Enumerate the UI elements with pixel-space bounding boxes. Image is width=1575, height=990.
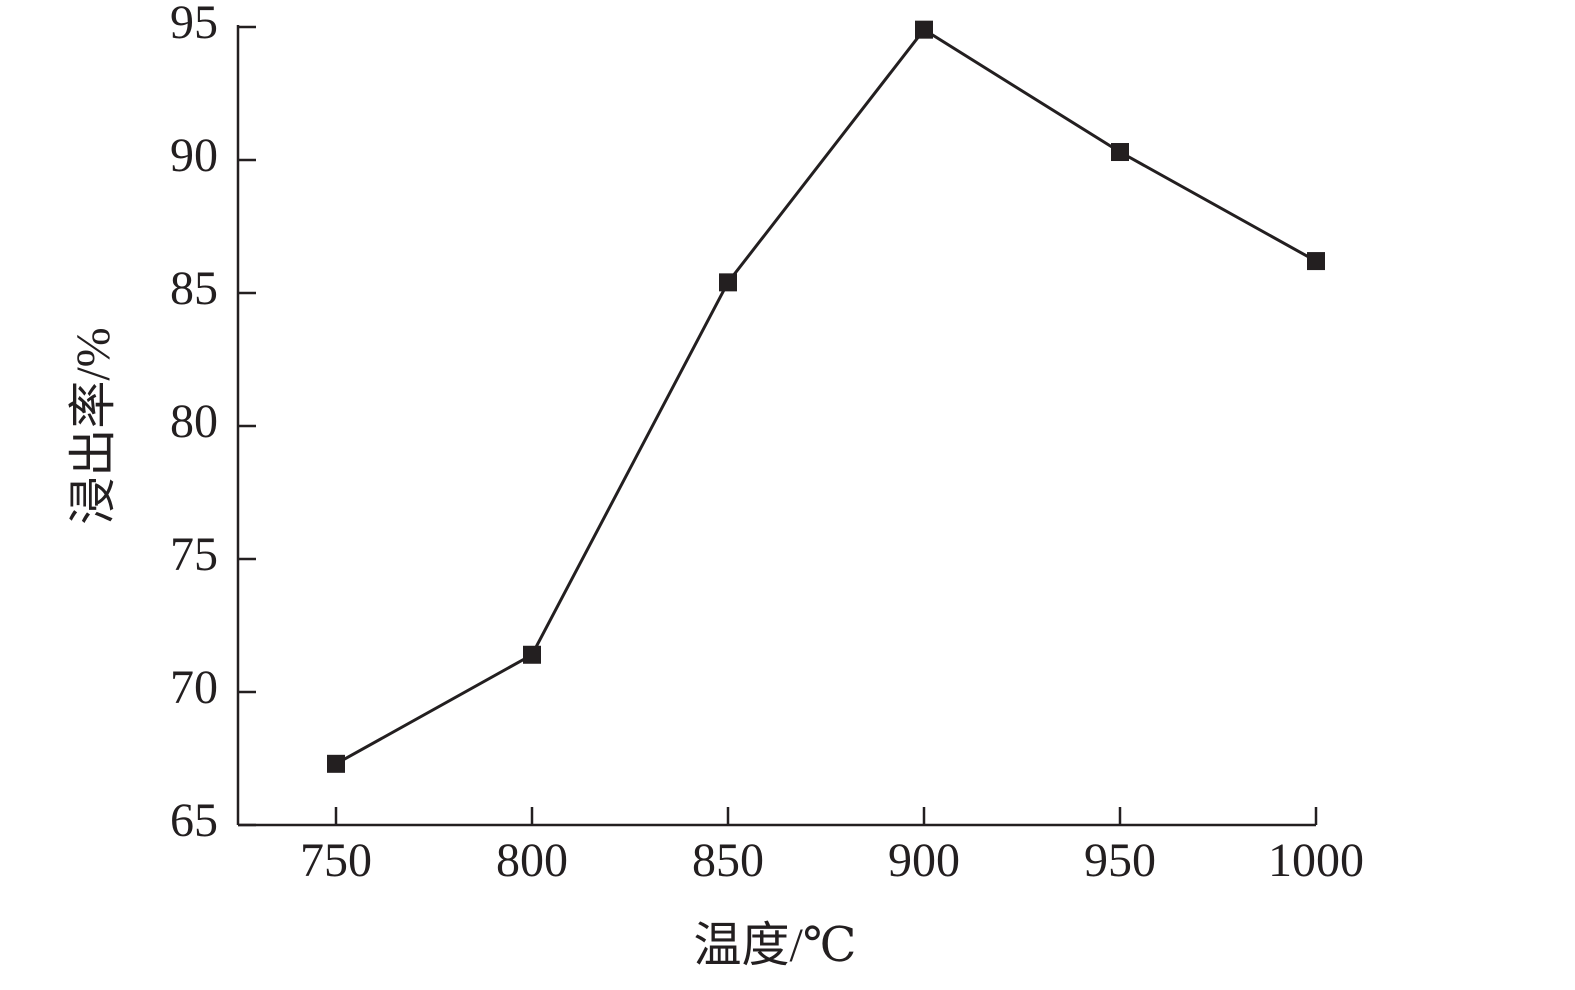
data-point <box>719 273 737 292</box>
x-tick-label: 800 <box>496 834 568 887</box>
x-tick-label: 1000 <box>1268 834 1364 887</box>
x-axis-label: 温度/℃ <box>693 919 856 972</box>
data-point <box>1111 143 1129 162</box>
y-tick-label: 90 <box>170 129 218 182</box>
x-tick-label: 750 <box>300 834 372 887</box>
x-tick-label: 900 <box>888 834 960 887</box>
y-tick-label: 65 <box>170 794 218 847</box>
series-line <box>335 27 1317 766</box>
y-tick-label: 80 <box>170 395 218 448</box>
y-tick-label: 70 <box>170 661 218 714</box>
y-axis-label: 浸出率/% <box>67 327 120 524</box>
y-tick-label: 95 <box>170 0 218 49</box>
y-tick-label: 85 <box>170 262 218 315</box>
x-tick-label: 850 <box>692 834 764 887</box>
x-tick-label: 950 <box>1084 834 1156 887</box>
data-point <box>523 645 541 664</box>
data-point <box>915 20 933 39</box>
y-tick-label: 75 <box>170 528 218 581</box>
data-point <box>327 754 345 773</box>
data-point <box>1307 252 1325 271</box>
